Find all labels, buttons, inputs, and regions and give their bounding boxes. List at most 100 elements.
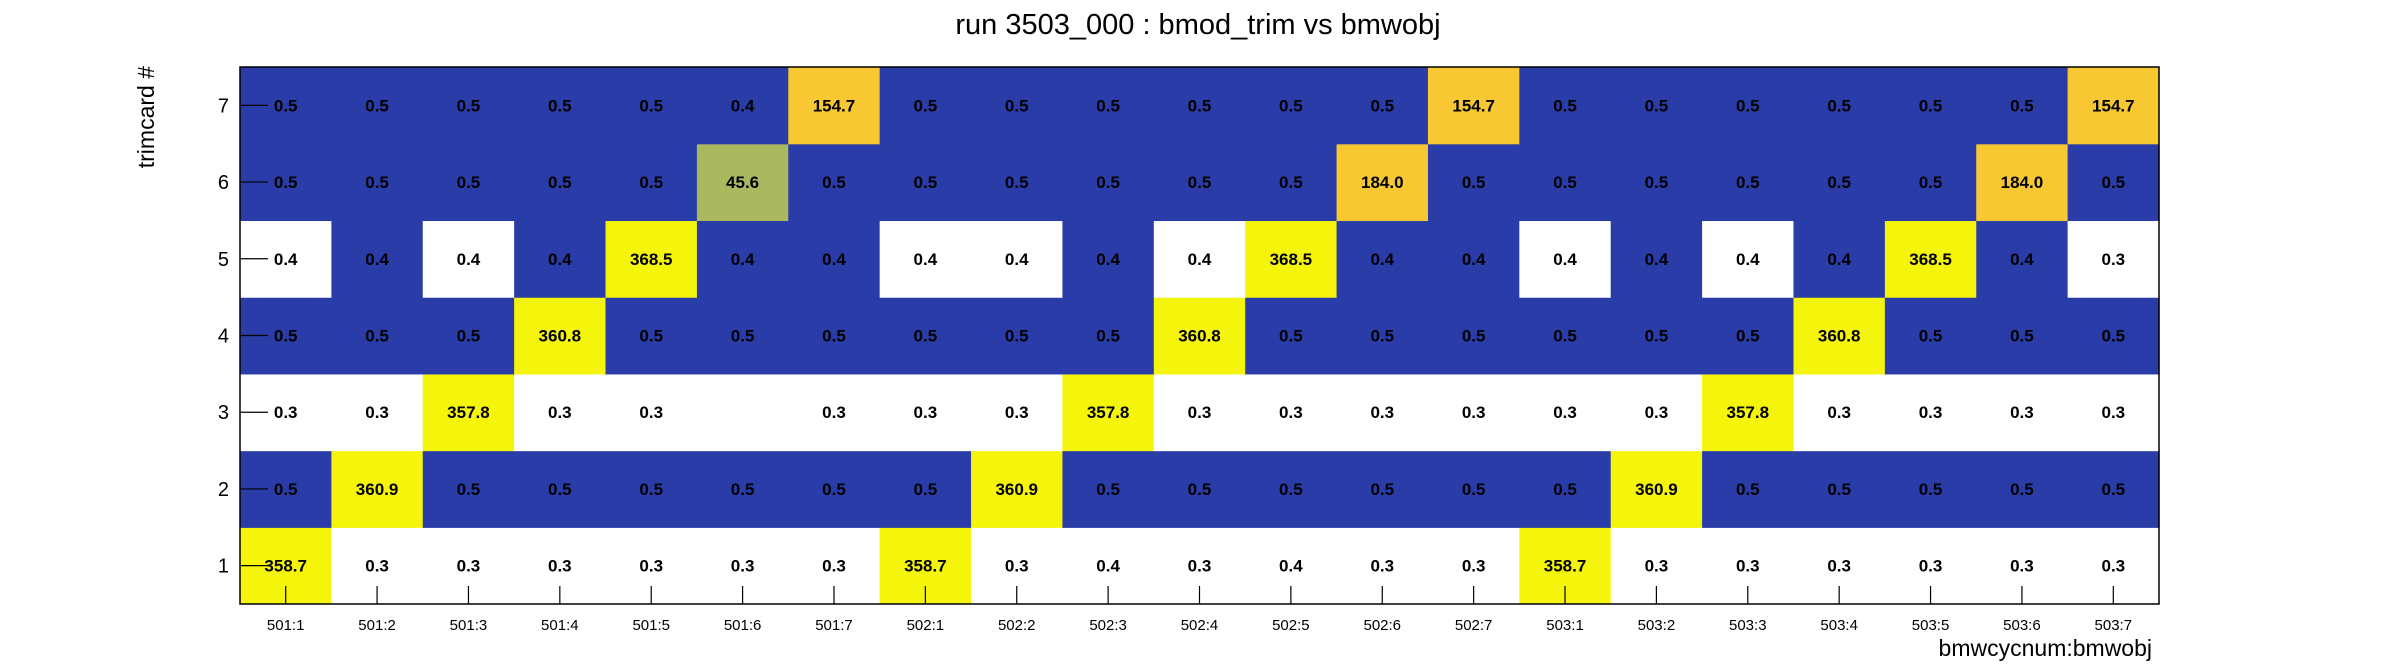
cell-value-label: 357.8	[447, 403, 490, 422]
cell-value-label: 0.5	[2101, 327, 2125, 346]
cell-value-label: 0.3	[1188, 403, 1212, 422]
cell-value-label: 0.5	[914, 96, 938, 115]
y-tick-label: 7	[218, 95, 229, 117]
cell-value-label: 0.5	[1736, 173, 1760, 192]
cell-value-label: 0.4	[1188, 250, 1212, 269]
cell-value-label: 154.7	[1452, 96, 1495, 115]
heatmap-cell	[514, 297, 607, 375]
heatmap-cell	[331, 450, 424, 528]
heatmap-cell	[422, 67, 515, 145]
heatmap-cell	[1793, 143, 1886, 222]
heatmap-cell	[422, 450, 515, 528]
cell-value-label: 0.4	[365, 250, 389, 269]
cell-value-label: 0.4	[731, 250, 755, 269]
heatmap-cell	[1793, 373, 1886, 452]
x-tick-label: 501:6	[724, 617, 762, 634]
cell-value-label: 360.8	[1818, 327, 1861, 346]
cell-value-label: 0.5	[1919, 327, 1943, 346]
cell-value-label: 0.5	[2010, 480, 2034, 499]
heatmap-cell	[788, 67, 881, 145]
heatmap-cell	[2067, 67, 2160, 145]
cell-value-label: 0.5	[1553, 173, 1577, 192]
x-tick-label: 503:7	[2095, 617, 2133, 634]
heatmap-cell	[1153, 143, 1246, 222]
x-tick-label: 503:4	[1820, 617, 1858, 634]
heatmap-cell	[879, 297, 972, 375]
heatmap-cell	[1702, 297, 1795, 375]
heatmap-cell	[1427, 450, 1520, 528]
cell-value-label: 0.5	[1188, 96, 1212, 115]
cell-value-label: 0.5	[1096, 480, 1120, 499]
heatmap-cell	[422, 220, 515, 298]
cell-value-label: 184.0	[1361, 173, 1404, 192]
cell-value-label: 0.4	[1096, 557, 1120, 576]
cell-value-label: 0.5	[1462, 327, 1486, 346]
heatmap-cell	[1884, 220, 1977, 298]
cell-value-label: 0.3	[1827, 403, 1851, 422]
cell-value-label: 0.5	[1370, 480, 1394, 499]
cell-value-label: 0.5	[1736, 327, 1760, 346]
heatmap-cell	[1884, 67, 1977, 145]
cell-value-label: 0.5	[274, 96, 298, 115]
cell-value-label: 0.5	[1188, 480, 1212, 499]
cell-value-label: 0.4	[1005, 250, 1029, 269]
cell-value-label: 360.9	[1635, 480, 1678, 499]
heatmap-cell	[1702, 220, 1795, 298]
x-tick-label: 503:6	[2003, 617, 2041, 634]
x-tick-label: 502:7	[1455, 617, 1493, 634]
cell-value-label: 0.4	[2010, 250, 2034, 269]
heatmap-cell	[1062, 67, 1155, 145]
x-tick-label: 501:3	[450, 617, 488, 634]
heatmap-cell	[605, 297, 698, 375]
cell-value-label: 0.5	[457, 96, 481, 115]
cell-value-label: 154.7	[813, 96, 856, 115]
cell-value-label: 0.5	[1919, 173, 1943, 192]
heatmap-cell	[1062, 143, 1155, 222]
cell-value-label: 358.7	[904, 557, 947, 576]
heatmap-cell	[514, 450, 607, 528]
x-axis-title: bmwcycnum:bmwobj	[1939, 635, 2152, 661]
heatmap-cell	[1793, 297, 1886, 375]
heatmap-cell	[1793, 450, 1886, 528]
cell-value-label: 0.5	[1645, 96, 1669, 115]
heatmap-cell	[1976, 143, 2069, 222]
heatmap-cell	[1153, 373, 1246, 452]
x-tick-label: 501:1	[267, 617, 305, 634]
cell-value-label: 368.5	[630, 250, 673, 269]
heatmap-cell	[514, 67, 607, 145]
heatmap-cell	[1336, 67, 1429, 145]
cell-value-label: 0.5	[365, 327, 389, 346]
cell-value-label: 0.5	[1279, 327, 1303, 346]
cell-value-label: 0.5	[1645, 173, 1669, 192]
cell-value-label: 0.5	[274, 327, 298, 346]
heatmap-cell	[1976, 67, 2069, 145]
y-tick-label: 4	[218, 326, 229, 348]
cell-value-label: 0.5	[1279, 96, 1303, 115]
cell-value-label: 0.4	[1096, 250, 1120, 269]
heatmap-cell	[1427, 67, 1520, 145]
cell-value-label: 0.3	[365, 557, 389, 576]
x-tick-label: 501:4	[541, 617, 579, 634]
heatmap-cell	[1245, 373, 1338, 452]
heatmap-cell	[696, 297, 789, 375]
heatmap-cell	[331, 220, 424, 298]
cell-value-label: 0.4	[548, 250, 572, 269]
heatmap-cell	[2067, 297, 2160, 375]
y-tick-label: 2	[218, 479, 229, 501]
heatmap-cell	[2067, 373, 2160, 452]
heatmap-cell	[1062, 297, 1155, 375]
heatmap-cell	[1519, 143, 1612, 222]
x-tick-label: 502:6	[1363, 617, 1401, 634]
heatmap-cell	[1336, 373, 1429, 452]
cell-value-label: 0.4	[1370, 250, 1394, 269]
cell-value-label: 0.5	[1096, 96, 1120, 115]
cell-value-label: 0.5	[639, 96, 663, 115]
cell-value-label: 360.9	[995, 480, 1038, 499]
cell-value-label: 0.5	[548, 96, 572, 115]
heatmap-cell	[1519, 297, 1612, 375]
x-tick-label: 502:2	[998, 617, 1036, 634]
cell-value-label: 0.5	[1005, 173, 1029, 192]
heatmap-cell	[696, 143, 789, 222]
cell-value-label: 0.3	[1462, 403, 1486, 422]
